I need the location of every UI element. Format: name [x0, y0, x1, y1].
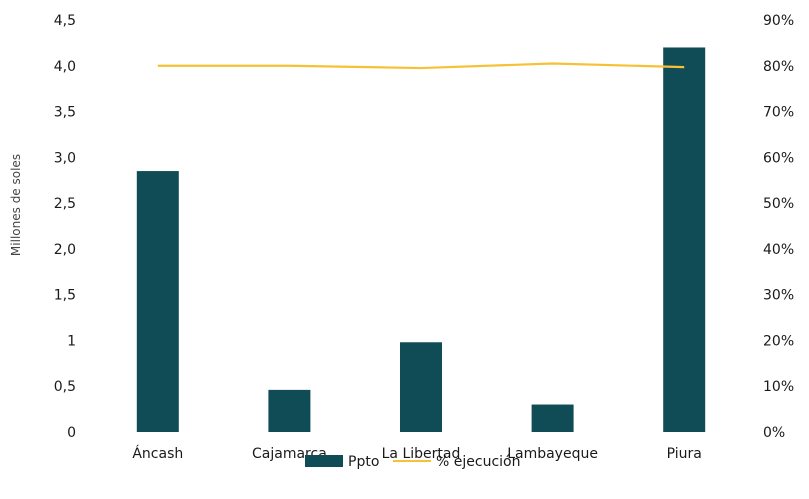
- category-label: La Libertad: [382, 446, 461, 462]
- y2-tick-label: 90%: [763, 13, 794, 29]
- category-axis-labels: Áncash Cajamarca La Libertad Lambayeque Piur…: [132, 445, 701, 462]
- y2-tick-label: 60%: [763, 150, 794, 166]
- legend-swatch-ppto: [305, 455, 343, 467]
- y-tick-label: 4,0: [54, 59, 76, 75]
- category-label: Lambayeque: [507, 446, 598, 462]
- y2-tick-label: 70%: [763, 105, 794, 121]
- y2-tick-label: 40%: [763, 242, 794, 258]
- right-axis-ticks: 0% 10% 20% 30% 40% 50% 60% 70% 80% 90%: [763, 13, 794, 441]
- bar-ppto: [400, 342, 442, 432]
- category-label: Piura: [667, 446, 702, 462]
- bar-ppto: [531, 404, 574, 432]
- y-tick-label: 0,5: [54, 379, 76, 395]
- bar-ppto: [663, 47, 706, 432]
- y2-tick-label: 80%: [763, 59, 794, 75]
- legend-label-ejecucion: % ejecución: [436, 454, 520, 470]
- legend: Ppto % ejecución: [305, 454, 520, 470]
- bar-ppto: [136, 171, 179, 433]
- legend-label-ppto: Ppto: [348, 454, 379, 470]
- line-ejecucion: [157, 62, 685, 70]
- y-tick-label: 3,0: [54, 150, 76, 166]
- y-tick-label: 2,5: [54, 196, 76, 212]
- y-tick-label: 0: [67, 425, 76, 441]
- category-label: Áncash: [132, 445, 183, 462]
- y-tick-label: 2,0: [54, 242, 76, 258]
- y-axis-title: Millones de soles: [9, 154, 23, 256]
- y-tick-label: 4,5: [54, 13, 76, 29]
- y-tick-label: 3,5: [54, 105, 76, 121]
- y2-tick-label: 10%: [763, 379, 794, 395]
- bar-ppto: [268, 389, 311, 432]
- y2-tick-label: 0%: [763, 425, 785, 441]
- y2-tick-label: 30%: [763, 288, 794, 304]
- y2-tick-label: 20%: [763, 333, 794, 349]
- bar-series: [136, 47, 706, 433]
- line-series: [157, 62, 685, 70]
- y-tick-label: 1,5: [54, 288, 76, 304]
- y2-tick-label: 50%: [763, 196, 794, 212]
- left-axis-ticks: 0 0,5 1 1,5 2,0 2,5 3,0 3,5 4,0 4,5: [54, 13, 76, 441]
- y-tick-label: 1: [67, 333, 76, 349]
